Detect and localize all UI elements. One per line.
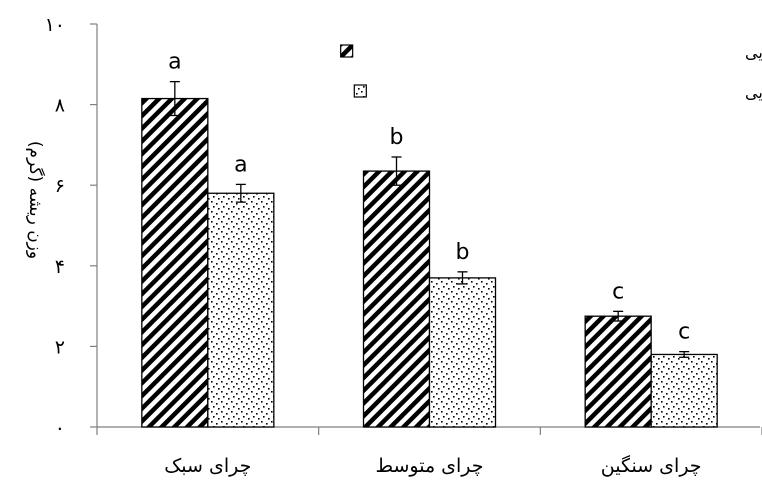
y-tick-label: ۸ xyxy=(55,95,65,117)
x-category-label: چرای سبک xyxy=(164,455,251,477)
significance-letter: b xyxy=(456,240,470,265)
x-category-label: چرای سنگین xyxy=(601,454,702,477)
bar xyxy=(362,170,431,428)
significance-letter: c xyxy=(678,320,690,345)
bar xyxy=(428,277,497,428)
y-tick-label: ۶ xyxy=(55,175,65,197)
significance-letter: b xyxy=(390,125,404,150)
bar xyxy=(650,353,718,428)
legend-swatch xyxy=(353,84,367,98)
bar xyxy=(584,315,652,428)
y-tick-label: ۰ xyxy=(55,417,65,439)
significance-letter: c xyxy=(612,279,624,304)
bar xyxy=(141,97,209,428)
x-category-label: چرای متوسط xyxy=(375,455,483,477)
y-tick-label: ۲ xyxy=(55,336,65,358)
significance-letter: a xyxy=(168,50,181,75)
legend-label: میانگین وزن ریشه F.ovinaتحت تیمارهای مخت… xyxy=(745,83,762,103)
y-axis-label: وزن ریشه (گرم) xyxy=(25,141,46,259)
y-tick-label: ۱۰ xyxy=(45,14,65,36)
legend-swatch xyxy=(340,44,354,58)
significance-letter: a xyxy=(234,152,247,177)
bar xyxy=(207,192,275,428)
y-tick-label: ۴ xyxy=(55,256,65,278)
legend-label: میانگین وزن ریشه A.textilisتحت تیمارهای … xyxy=(745,43,762,63)
